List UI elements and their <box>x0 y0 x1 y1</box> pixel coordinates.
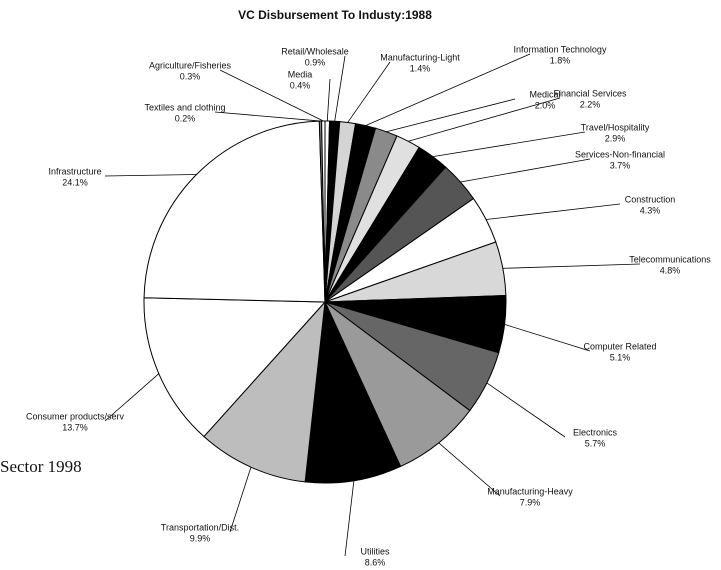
leader-line <box>438 442 501 497</box>
slice-label: Medical <box>529 89 560 99</box>
leader-line <box>104 174 197 177</box>
leader-line <box>504 324 591 352</box>
slice-value-label: 5.1% <box>610 352 631 362</box>
slice-label: Manufacturing-Light <box>380 52 460 62</box>
slice-value-label: 0.9% <box>305 57 326 67</box>
pie-slice <box>324 301 471 468</box>
slice-label: Telecommunications <box>629 254 711 264</box>
slice-value-label: 13.7% <box>62 422 88 432</box>
slice-label: Consumer products/serv <box>26 411 125 421</box>
pie-slice <box>143 120 326 303</box>
leader-line <box>344 480 355 557</box>
leader-line <box>347 61 391 123</box>
slice-value-label: 1.4% <box>410 63 431 73</box>
leader-line <box>386 98 516 133</box>
slice-value-label: 2.2% <box>580 99 601 109</box>
slice-label: Infrastructure <box>48 166 101 176</box>
slice-label: Utilities <box>360 546 390 556</box>
leader-line <box>214 111 321 122</box>
leader-line <box>408 97 561 142</box>
leader-line <box>365 53 531 126</box>
slice-label: Manufacturing-Heavy <box>487 486 573 496</box>
leader-line <box>104 373 160 422</box>
slice-label: Computer Related <box>583 341 656 351</box>
slice-value-label: 7.9% <box>520 497 541 507</box>
slice-label: Information Technology <box>514 44 607 54</box>
slice-value-label: 1.8% <box>550 55 571 65</box>
leader-line <box>334 55 346 122</box>
slice-value-label: 4.8% <box>660 265 681 275</box>
slice-label: Retail/Wholesale <box>281 46 349 56</box>
leader-line <box>432 131 586 158</box>
chart-title: VC Disbursement To Industy:1988 <box>238 8 432 22</box>
pie-slice <box>203 300 326 483</box>
slice-value-label: 8.6% <box>365 557 386 567</box>
slice-label: Transportation/Dist. <box>161 522 239 532</box>
slice-value-label: 3.7% <box>610 160 631 170</box>
slice-value-label: 0.3% <box>180 71 201 81</box>
slice-value-label: 9.9% <box>190 533 211 543</box>
slice-label: Electronics <box>573 427 618 437</box>
leader-line <box>219 69 324 122</box>
pie-slice <box>143 297 327 438</box>
leader-line <box>502 263 641 269</box>
leader-line <box>486 382 566 438</box>
caption: Sector 1998 <box>0 457 82 476</box>
slice-label: Agriculture/Fisheries <box>149 60 232 70</box>
slice-label: Construction <box>625 194 676 204</box>
leader-line <box>486 203 621 220</box>
slice-label: Media <box>288 69 313 79</box>
slice-label: Travel/Hospitality <box>581 122 650 132</box>
slice-value-label: 24.1% <box>62 177 88 187</box>
slice-label: Textiles and clothing <box>144 102 225 112</box>
slice-value-label: 4.3% <box>640 205 661 215</box>
slice-value-label: 2.0% <box>535 100 556 110</box>
slice-value-label: 0.2% <box>175 113 196 123</box>
slice-label: Financial Services <box>553 88 627 98</box>
pie-slice <box>304 300 402 484</box>
slice-value-label: 5.7% <box>585 438 606 448</box>
slice-label: Services-Non-financial <box>575 149 665 159</box>
slice-value-label: 2.9% <box>605 133 626 143</box>
leader-line <box>229 467 252 533</box>
leader-line <box>460 158 591 183</box>
leader-line <box>326 78 331 122</box>
slice-value-label: 0.4% <box>290 80 311 90</box>
